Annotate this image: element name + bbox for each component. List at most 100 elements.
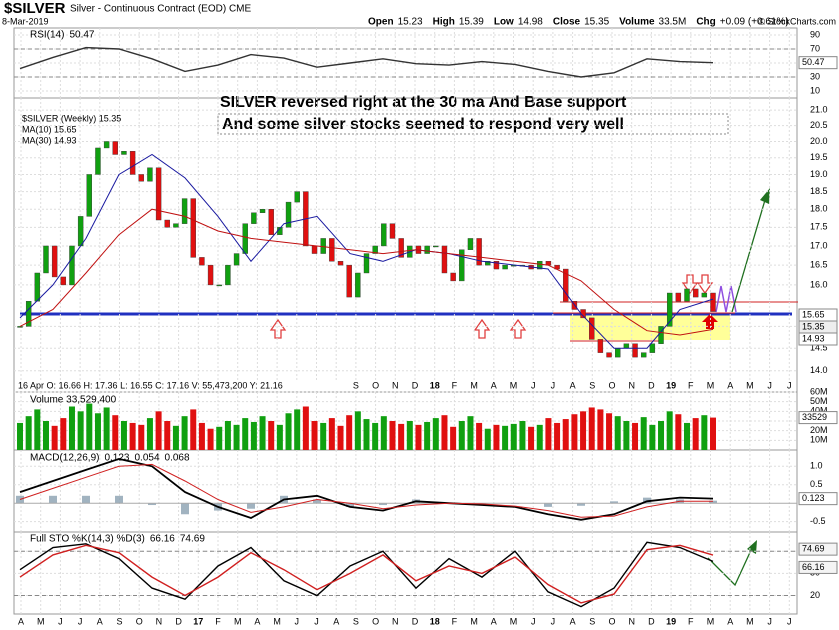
candle xyxy=(86,174,93,217)
volume-bar xyxy=(25,416,32,450)
month-label: M xyxy=(234,616,242,626)
y-tick-label: 19.5 xyxy=(810,152,828,162)
histogram-bar xyxy=(610,501,618,504)
legend-entry: 0.054 xyxy=(135,453,160,464)
volume-bar xyxy=(60,418,67,450)
zigzag xyxy=(715,285,737,313)
month-label: A xyxy=(727,616,733,626)
month-label: F xyxy=(688,380,694,390)
month-label: A xyxy=(491,616,497,626)
month-label: S xyxy=(589,616,595,626)
legend-entry: 0.068 xyxy=(165,453,190,464)
candle xyxy=(381,223,387,247)
y-tick-label: 40M xyxy=(810,406,828,416)
histogram-bar xyxy=(379,503,387,506)
volume-bar xyxy=(450,426,457,450)
volume-bar xyxy=(640,417,647,450)
volume-bar xyxy=(415,424,422,450)
sto-projection xyxy=(707,547,753,587)
candle xyxy=(173,223,179,228)
month-label: O xyxy=(136,616,143,626)
histogram-bar xyxy=(49,495,57,504)
candle xyxy=(389,223,396,239)
month-label: J xyxy=(295,616,300,626)
volume-bar xyxy=(580,411,587,450)
candle xyxy=(311,245,318,254)
volume-bar xyxy=(103,407,110,450)
value-tag xyxy=(798,492,838,506)
volume-bar xyxy=(363,419,370,450)
candle xyxy=(129,151,136,175)
candle xyxy=(615,347,621,358)
month-label: M xyxy=(746,380,754,390)
histogram-bar xyxy=(577,503,585,506)
y-tick-label: 17.5 xyxy=(810,222,828,232)
value-tag xyxy=(798,411,838,425)
volume-bar xyxy=(684,422,691,450)
month-label: J xyxy=(787,616,792,626)
volume-bar xyxy=(294,409,301,450)
series-line xyxy=(19,544,714,604)
legend-entry: 0.123 xyxy=(104,453,129,464)
candle xyxy=(493,261,500,270)
volume-bar xyxy=(588,407,595,450)
candle xyxy=(684,288,690,302)
volume-bar xyxy=(233,424,240,450)
candle xyxy=(121,151,127,155)
volume-bar xyxy=(17,422,23,450)
y-tick-label: 50M xyxy=(810,396,828,406)
month-label: J xyxy=(551,616,556,626)
candle xyxy=(675,292,682,302)
macd-panel xyxy=(13,449,798,533)
month-label: N xyxy=(156,616,163,626)
volume-bar xyxy=(458,421,465,450)
histogram-bar xyxy=(115,495,123,504)
month-label: N xyxy=(392,616,399,626)
month-label: M xyxy=(510,380,518,390)
candle xyxy=(485,261,491,266)
month-label: N xyxy=(392,380,399,390)
price-panel xyxy=(13,97,798,393)
note: And some silver stocks seemed to respond… xyxy=(222,116,624,133)
histogram-bar xyxy=(181,503,189,515)
candle xyxy=(43,245,49,274)
candle xyxy=(363,253,370,274)
info-box xyxy=(15,380,345,391)
month-label: 19 xyxy=(666,380,676,390)
month-label: A xyxy=(727,380,733,390)
volume-bar xyxy=(467,416,474,450)
volume-bar xyxy=(701,415,708,450)
volume-bar xyxy=(710,417,716,450)
panel-label: RSI(14) xyxy=(30,30,64,41)
month-label: J xyxy=(531,616,536,626)
candle xyxy=(17,326,23,328)
volume-bar xyxy=(502,425,509,450)
volume-bar xyxy=(510,423,517,450)
volume-bar xyxy=(112,415,119,450)
volume-bar xyxy=(562,419,569,450)
volume-bar xyxy=(476,422,483,450)
histogram-bar xyxy=(247,503,255,509)
candle xyxy=(69,245,75,286)
volume-bar xyxy=(198,422,205,450)
month-label: M xyxy=(746,616,754,626)
month-label: D xyxy=(648,616,655,626)
headline: SILVER reversed right at the 30 ma And B… xyxy=(220,94,627,111)
volume-bar xyxy=(389,421,396,450)
month-label: S xyxy=(116,616,122,626)
candle xyxy=(207,264,214,286)
month-label: M xyxy=(707,380,715,390)
candle xyxy=(441,245,448,274)
y-tick-label: -0.5 xyxy=(810,516,826,526)
month-label: D xyxy=(412,380,419,390)
month-label: A xyxy=(97,616,103,626)
copyright: © StockCharts.com xyxy=(758,16,836,26)
month-label: N xyxy=(628,380,635,390)
volume-bar xyxy=(216,426,223,450)
volume-bar xyxy=(519,421,526,450)
month-label: F xyxy=(452,616,458,626)
candle xyxy=(589,317,595,340)
month-label: S xyxy=(589,380,595,390)
month-label: D xyxy=(412,616,419,626)
candle xyxy=(563,268,569,302)
